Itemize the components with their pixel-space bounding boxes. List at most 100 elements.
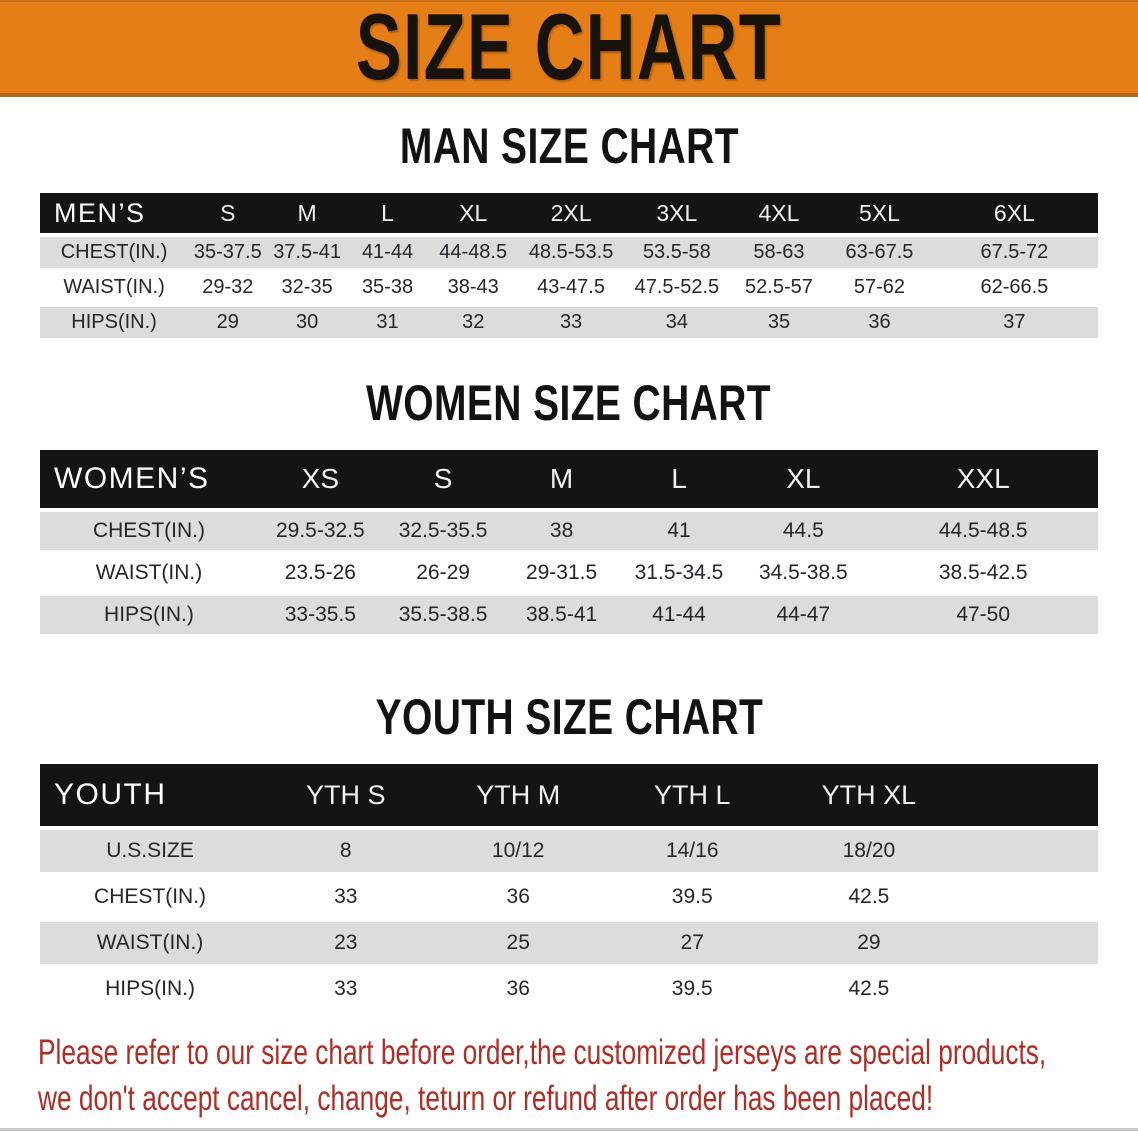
size-value: 18/20 — [779, 830, 959, 872]
size-value: 53.5-58 — [623, 237, 730, 268]
section-heading-men: MAN SIZE CHART — [0, 121, 1138, 171]
size-value: 37 — [930, 307, 1098, 338]
filler-cell — [958, 968, 1098, 1010]
size-column-header: YTH XL — [779, 764, 959, 826]
size-column-header: L — [346, 193, 429, 233]
size-value: 36 — [828, 307, 931, 338]
banner-title: SIZE CHART — [355, 0, 783, 99]
size-value: 33-35.5 — [257, 596, 383, 634]
row-label: HIPS(IN.) — [40, 968, 261, 1010]
size-value: 31.5-34.5 — [619, 554, 739, 592]
table-row-waist: WAIST(IN.) 29-32 32-35 35-38 38-43 43-47… — [40, 272, 1098, 303]
size-column-header: XL — [738, 450, 869, 508]
youth-size-table: YOUTH YTH S YTH M YTH L YTH XL U.S.SIZE … — [40, 760, 1098, 1014]
table-row-waist: WAIST(IN.) 23.5-26 26-29 29-31.5 31.5-34… — [40, 554, 1098, 592]
women-size-table: WOMEN’S XS S M L XL XXL CHEST(IN.) 29.5-… — [40, 446, 1098, 638]
filler-cell — [958, 876, 1098, 918]
size-value: 29 — [779, 922, 959, 964]
size-value: 47-50 — [868, 596, 1098, 634]
section-heading-youth: YOUTH SIZE CHART — [0, 692, 1138, 742]
row-label: WAIST(IN.) — [40, 922, 261, 964]
header-filler-cell — [958, 764, 1098, 826]
row-label: WAIST(IN.) — [40, 554, 258, 592]
size-value: 32 — [428, 307, 519, 338]
women-header-row: WOMEN’S XS S M L XL XXL — [40, 450, 1098, 508]
size-column-header: YTH M — [431, 764, 605, 826]
banner: SIZE CHART — [0, 0, 1138, 97]
table-row-chest: CHEST(IN.) 29.5-32.5 32.5-35.5 38 41 44.… — [40, 512, 1098, 550]
size-value: 31 — [346, 307, 429, 338]
size-value: 48.5-53.5 — [518, 237, 624, 268]
size-value: 8 — [260, 830, 432, 872]
size-value: 23 — [260, 922, 432, 964]
size-value: 41 — [619, 512, 739, 550]
size-value: 27 — [604, 922, 780, 964]
size-value: 42.5 — [779, 876, 959, 918]
table-row-hips: HIPS(IN.) 29 30 31 32 33 34 35 36 37 — [40, 307, 1098, 338]
filler-cell — [958, 922, 1098, 964]
size-value: 44-47 — [738, 596, 869, 634]
size-value: 35-38 — [346, 272, 429, 303]
size-value: 29.5-32.5 — [257, 512, 383, 550]
size-column-header: L — [619, 450, 739, 508]
section-heading-youth-text: YOUTH SIZE CHART — [375, 689, 763, 745]
section-heading-women-text: WOMEN SIZE CHART — [366, 375, 772, 431]
size-column-header: YTH L — [604, 764, 780, 826]
size-column-header: YTH S — [260, 764, 432, 826]
size-value: 36 — [431, 968, 605, 1010]
size-column-header: XS — [257, 450, 383, 508]
size-value: 26-29 — [382, 554, 504, 592]
size-value: 32.5-35.5 — [382, 512, 504, 550]
size-value: 33 — [260, 876, 432, 918]
size-value: 29 — [188, 307, 268, 338]
size-column-header: 4XL — [729, 193, 829, 233]
row-label: HIPS(IN.) — [40, 307, 189, 338]
size-value: 37.5-41 — [267, 237, 347, 268]
size-value: 32-35 — [267, 272, 347, 303]
size-column-header: 3XL — [623, 193, 730, 233]
youth-size-chart-section: YOUTH SIZE CHART YOUTH YTH S YTH M YTH L… — [0, 692, 1138, 1014]
size-value: 47.5-52.5 — [623, 272, 730, 303]
row-label: U.S.SIZE — [40, 830, 261, 872]
table-row-hips: HIPS(IN.) 33 36 39.5 42.5 — [40, 968, 1098, 1010]
size-value: 35 — [729, 307, 829, 338]
size-value: 23.5-26 — [257, 554, 383, 592]
size-column-header: M — [503, 450, 620, 508]
section-heading-women: WOMEN SIZE CHART — [0, 378, 1138, 428]
size-value: 39.5 — [604, 968, 780, 1010]
size-value: 34.5-38.5 — [738, 554, 869, 592]
size-value: 38-43 — [428, 272, 519, 303]
size-value: 44.5-48.5 — [868, 512, 1098, 550]
size-value: 67.5-72 — [930, 237, 1098, 268]
size-column-header: 2XL — [518, 193, 624, 233]
size-value: 29-32 — [188, 272, 268, 303]
size-value: 58-63 — [729, 237, 829, 268]
men-size-table: MEN’S S M L XL 2XL 3XL 4XL 5XL 6XL CHEST… — [40, 189, 1098, 342]
row-label: WAIST(IN.) — [40, 272, 189, 303]
table-row-chest: CHEST(IN.) 35-37.5 37.5-41 41-44 44-48.5… — [40, 237, 1098, 268]
size-column-header: XXL — [868, 450, 1098, 508]
women-size-chart-section: WOMEN SIZE CHART WOMEN’S XS S M L XL XXL — [0, 378, 1138, 638]
size-value: 52.5-57 — [729, 272, 829, 303]
row-label: HIPS(IN.) — [40, 596, 258, 634]
man-size-chart-section: MAN SIZE CHART MEN’S S M L XL 2XL 3XL 4X… — [0, 121, 1138, 342]
table-row-waist: WAIST(IN.) 23 25 27 29 — [40, 922, 1098, 964]
size-column-header: M — [267, 193, 347, 233]
filler-cell — [958, 830, 1098, 872]
size-column-header: S — [382, 450, 504, 508]
size-column-header: XL — [428, 193, 519, 233]
size-column-header: S — [188, 193, 268, 233]
group-label: MEN’S — [40, 193, 189, 233]
size-value: 33 — [518, 307, 624, 338]
youth-header-row: YOUTH YTH S YTH M YTH L YTH XL — [40, 764, 1098, 826]
size-value: 14/16 — [604, 830, 780, 872]
notice-line-1: Please refer to our size chart before or… — [38, 1033, 1047, 1072]
size-value: 39.5 — [604, 876, 780, 918]
size-value: 35-37.5 — [188, 237, 268, 268]
size-column-header: 5XL — [828, 193, 931, 233]
men-header-row: MEN’S S M L XL 2XL 3XL 4XL 5XL 6XL — [40, 193, 1098, 233]
order-notice: Please refer to our size chart before or… — [0, 1030, 1138, 1122]
size-value: 44.5 — [738, 512, 869, 550]
size-value: 38.5-41 — [503, 596, 620, 634]
size-value: 35.5-38.5 — [382, 596, 504, 634]
